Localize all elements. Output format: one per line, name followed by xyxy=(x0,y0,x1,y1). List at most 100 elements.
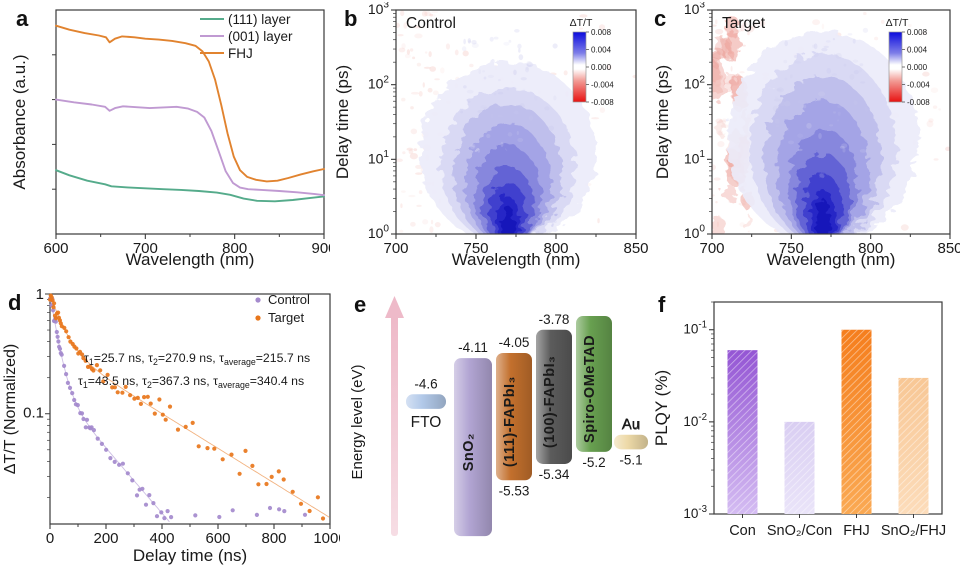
panel-a-letter: a xyxy=(16,6,29,31)
panel-d-chart: 0 200 400 600 800 1000 1 0.1 Control Target τ1=25.… xyxy=(2,286,340,565)
svg-text:-4.11: -4.11 xyxy=(458,340,488,355)
svg-text:FHJ: FHJ xyxy=(228,46,253,61)
panel-e-letter: e xyxy=(354,292,367,317)
svg-text:10-1: 10-1 xyxy=(683,320,707,337)
svg-text:0.1: 0.1 xyxy=(23,405,44,422)
panel-a: a 600 700 800 900 (111) layer (001) layer FHJ W… xyxy=(8,2,330,280)
svg-text:Target: Target xyxy=(268,310,305,325)
svg-text:103: 103 xyxy=(368,2,390,17)
svg-text:0.008: 0.008 xyxy=(907,28,928,37)
svg-text:Au: Au xyxy=(623,417,640,432)
svg-text:Delay time (ps): Delay time (ps) xyxy=(653,65,672,179)
svg-text:-3.78: -3.78 xyxy=(539,312,570,327)
svg-text:-5.53: -5.53 xyxy=(499,483,530,498)
svg-text:600: 600 xyxy=(205,530,230,547)
panel-f-chart: 10-1 10-2 10-3 Con SnO₂/Con FHJ SnO₂/FHJ PLQY (… xyxy=(652,301,946,539)
svg-text:(111)-FAPbI₃: (111)-FAPbI₃ xyxy=(502,376,518,467)
svg-text:Wavelength (nm): Wavelength (nm) xyxy=(767,250,896,269)
panel-c-letter: c xyxy=(654,6,667,31)
svg-text:Con: Con xyxy=(729,523,756,539)
panel-e-chart: Energy level (eV) -4.6 FTO -4.11 SnO₂ -4.05 -5… xyxy=(349,296,648,537)
svg-text:Wavelength (nm): Wavelength (nm) xyxy=(452,250,581,269)
svg-text:ΔT/T (Normalized): ΔT/T (Normalized) xyxy=(2,344,19,474)
svg-text:0.008: 0.008 xyxy=(591,28,612,37)
svg-text:750: 750 xyxy=(779,240,804,257)
svg-text:τ1=25.7 ns, τ2=270.9 ns, τaver: τ1=25.7 ns, τ2=270.9 ns, τaverage=215.7 … xyxy=(84,351,310,367)
svg-text:Wavelength (nm): Wavelength (nm) xyxy=(126,250,255,269)
svg-text:101: 101 xyxy=(368,149,390,166)
svg-text:SnO₂: SnO₂ xyxy=(461,433,477,471)
svg-text:(001) layer: (001) layer xyxy=(228,29,293,44)
panel-e: e Energy level (eV) -4.6 FTO -4.11 SnO₂ -4.05… xyxy=(342,282,650,566)
panel-f: f 10-1 10-2 10-3 Con SnO₂/Con FHJ SnO₂/FHJ PLQY… xyxy=(650,282,960,566)
svg-text:750: 750 xyxy=(463,240,488,257)
svg-text:0.004: 0.004 xyxy=(907,45,928,54)
panel-c-chart: 100 101 102 103 700 750 800 850 Wavelength (nm) D… xyxy=(653,2,960,269)
svg-text:1: 1 xyxy=(36,286,44,303)
svg-text:Control: Control xyxy=(268,292,310,307)
svg-text:700: 700 xyxy=(133,240,158,257)
svg-text:SnO₂/Con: SnO₂/Con xyxy=(767,523,832,539)
svg-text:0: 0 xyxy=(46,530,54,547)
svg-text:ΔT/T: ΔT/T xyxy=(570,17,593,29)
svg-text:700: 700 xyxy=(699,240,724,257)
svg-text:800: 800 xyxy=(222,240,247,257)
svg-text:0.000: 0.000 xyxy=(907,63,928,72)
svg-text:-4.05: -4.05 xyxy=(499,335,530,350)
svg-text:200: 200 xyxy=(93,530,118,547)
svg-text:102: 102 xyxy=(684,74,706,91)
svg-text:-0.004: -0.004 xyxy=(591,80,614,89)
svg-text:Target: Target xyxy=(722,15,766,32)
panel-b-letter: b xyxy=(344,6,358,31)
svg-text:Delay time (ns): Delay time (ns) xyxy=(133,546,247,565)
svg-text:-0.008: -0.008 xyxy=(591,98,614,107)
svg-text:850: 850 xyxy=(623,240,648,257)
svg-text:Energy level (eV): Energy level (eV) xyxy=(349,364,366,479)
svg-text:100: 100 xyxy=(368,224,390,241)
panel-d: d 0 200 400 600 800 1000 1 0.1 Control Target τ1=2… xyxy=(0,282,340,566)
svg-text:-5.34: -5.34 xyxy=(539,467,570,482)
svg-text:Au: Au xyxy=(622,417,641,434)
svg-text:102: 102 xyxy=(368,74,390,91)
svg-text:101: 101 xyxy=(684,149,706,166)
panel-f-letter: f xyxy=(658,292,666,317)
panel-d-letter: d xyxy=(8,290,22,315)
svg-text:FTO: FTO xyxy=(411,414,442,431)
panel-b-chart: 100 101 102 103 700 750 800 850 Wavelength (nm) D… xyxy=(333,2,649,269)
panel-c: c 100 101 102 103 700 750 800 850 Wavelength (nm… xyxy=(650,2,960,280)
svg-text:Absorbance (a.u.): Absorbance (a.u.) xyxy=(10,54,29,189)
svg-text:ΔT/T: ΔT/T xyxy=(886,17,909,29)
svg-text:900: 900 xyxy=(311,240,330,257)
svg-text:10-3: 10-3 xyxy=(683,504,707,521)
svg-text:-5.1: -5.1 xyxy=(619,452,642,467)
svg-text:(111) layer: (111) layer xyxy=(228,12,291,27)
svg-text:-0.004: -0.004 xyxy=(907,80,930,89)
svg-text:103: 103 xyxy=(684,2,706,17)
svg-text:0.004: 0.004 xyxy=(591,45,612,54)
svg-text:(100)-FAPbI₃: (100)-FAPbI₃ xyxy=(542,356,558,448)
svg-text:600: 600 xyxy=(43,240,68,257)
svg-text:Delay time (ps): Delay time (ps) xyxy=(333,65,352,179)
svg-text:850: 850 xyxy=(937,240,960,257)
svg-text:100: 100 xyxy=(684,224,706,241)
svg-text:700: 700 xyxy=(383,240,408,257)
svg-text:1000: 1000 xyxy=(313,530,340,547)
svg-text:Control: Control xyxy=(406,15,456,32)
svg-text:400: 400 xyxy=(149,530,174,547)
svg-text:800: 800 xyxy=(543,240,568,257)
svg-text:0.000: 0.000 xyxy=(591,63,612,72)
svg-text:FHJ: FHJ xyxy=(843,523,870,539)
panel-a-chart: 600 700 800 900 (111) layer (001) layer FHJ Wav… xyxy=(10,9,330,269)
svg-text:Spiro-OMeTAD: Spiro-OMeTAD xyxy=(582,335,598,443)
svg-text:PLQY (%): PLQY (%) xyxy=(652,370,671,446)
svg-text:10-2: 10-2 xyxy=(683,412,707,429)
svg-text:-0.008: -0.008 xyxy=(907,98,930,107)
panel-b: b 100 101 102 103 700 750 800 850 Wavelength (nm… xyxy=(330,2,652,280)
svg-text:800: 800 xyxy=(858,240,883,257)
svg-text:SnO₂/FHJ: SnO₂/FHJ xyxy=(881,523,946,539)
svg-text:800: 800 xyxy=(261,530,286,547)
svg-text:τ1=43.5 ns, τ2=367.3 ns, τaver: τ1=43.5 ns, τ2=367.3 ns, τaverage=340.4 … xyxy=(78,374,304,390)
svg-text:-5.2: -5.2 xyxy=(582,455,605,470)
svg-text:-4.6: -4.6 xyxy=(414,376,437,391)
